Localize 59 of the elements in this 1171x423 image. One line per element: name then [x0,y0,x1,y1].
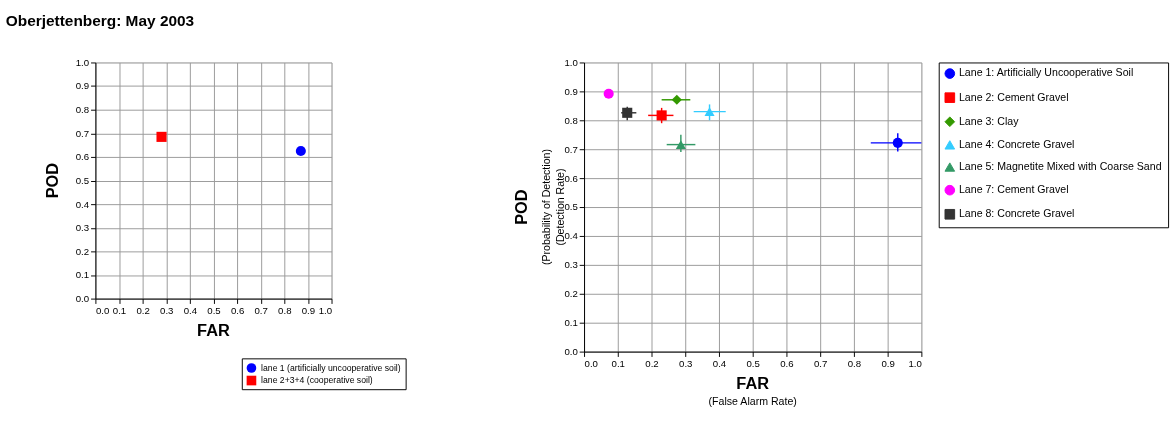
y-tick-label: 0.1 [75,269,90,281]
y-tick-label: 0.3 [75,222,90,234]
x-tick-label: 0.2 [136,304,150,316]
y-tick-label: 0.8 [75,104,90,116]
x-tick-label: 0.1 [611,357,625,369]
y-tick-label: 0.0 [564,346,578,357]
y-axis-title: POD (Probability of Detection) (Detection Rate) [512,149,566,266]
y-tick-label: 1.0 [75,56,90,68]
y-tick-label: 0.7 [564,143,578,155]
legend-label: Lane 3: Clay [958,114,1020,127]
x-tick-label: 0.1 [112,304,127,316]
y-tick-label: 0.7 [75,127,90,139]
x-tick-label: 1.0 [318,304,333,316]
y-tick-label: 0.1 [564,317,578,329]
x-tick-label: 0.5 [746,357,760,369]
y-tick-label: 0.9 [564,85,578,97]
y-tick-label: 0.4 [75,198,90,210]
x-tick-label: 0.4 [712,357,727,369]
legend-label: Lane 2: Cement Gravel [958,90,1069,103]
x-tick-label: 0.8 [278,304,292,316]
y-tick-label: 0.2 [75,245,90,257]
x-tick-label: 0.9 [301,304,316,316]
legend-label: Lane 8: Concrete Gravel [958,207,1075,220]
x-tick-label: 1.0 [908,357,922,369]
y-tick-label: 0.0 [75,292,90,304]
legend-label: Lane 1: Artificially Uncooperative Soil [958,66,1134,79]
x-tick-label: 0.7 [254,304,268,316]
y-tick-label: 0.4 [564,230,579,242]
y-tick-label: 0.6 [564,172,578,184]
x-tick-label: 0.8 [847,357,862,369]
x-axis-title: FAR (False Alarm Rate) [708,374,797,407]
y-tick-label: 0.9 [75,80,90,92]
y-axis-title: POD [42,162,61,199]
legend-label: lane 2+3+4 (cooperative soil) [261,375,373,386]
point [603,88,614,99]
y-tick-label: 0.5 [75,174,90,186]
x-tick-label: 0.6 [780,357,794,369]
x-tick-label: 0.4 [183,304,198,316]
legend-label: Lane 5: Magnetite Mixed with Coarse Sand [958,159,1162,172]
x-tick-label: 0.5 [207,304,221,316]
x-axis-title: FAR [197,321,231,340]
y-tick-label: 0.6 [75,151,90,163]
y-tick-label: 0.3 [564,259,578,271]
x-tick-label: 0.7 [813,357,828,369]
y-tick-label: 0.5 [564,201,578,213]
legend-label: lane 1 (artificially uncooperative soil) [261,362,401,373]
y-tick-label: 0.2 [564,288,578,300]
legend-label: Lane 4: Concrete Gravel [958,137,1075,150]
y-tick-label: 0.8 [564,114,578,126]
x-tick-label: 0.3 [160,304,174,316]
x-tick-label: 0.9 [881,357,895,369]
x-tick-label: 0.0 [95,304,110,316]
x-tick-label: 0.6 [230,304,245,316]
x-tick-label: 0.2 [645,357,659,369]
chart-title: Oberjettenberg: May 2003 [5,11,195,29]
x-tick-label: 0.3 [679,357,693,369]
y-tick-label: 1.0 [564,56,578,68]
x-tick-label: 0.0 [584,357,598,369]
legend-label: Lane 7: Cement Gravel [958,183,1069,196]
